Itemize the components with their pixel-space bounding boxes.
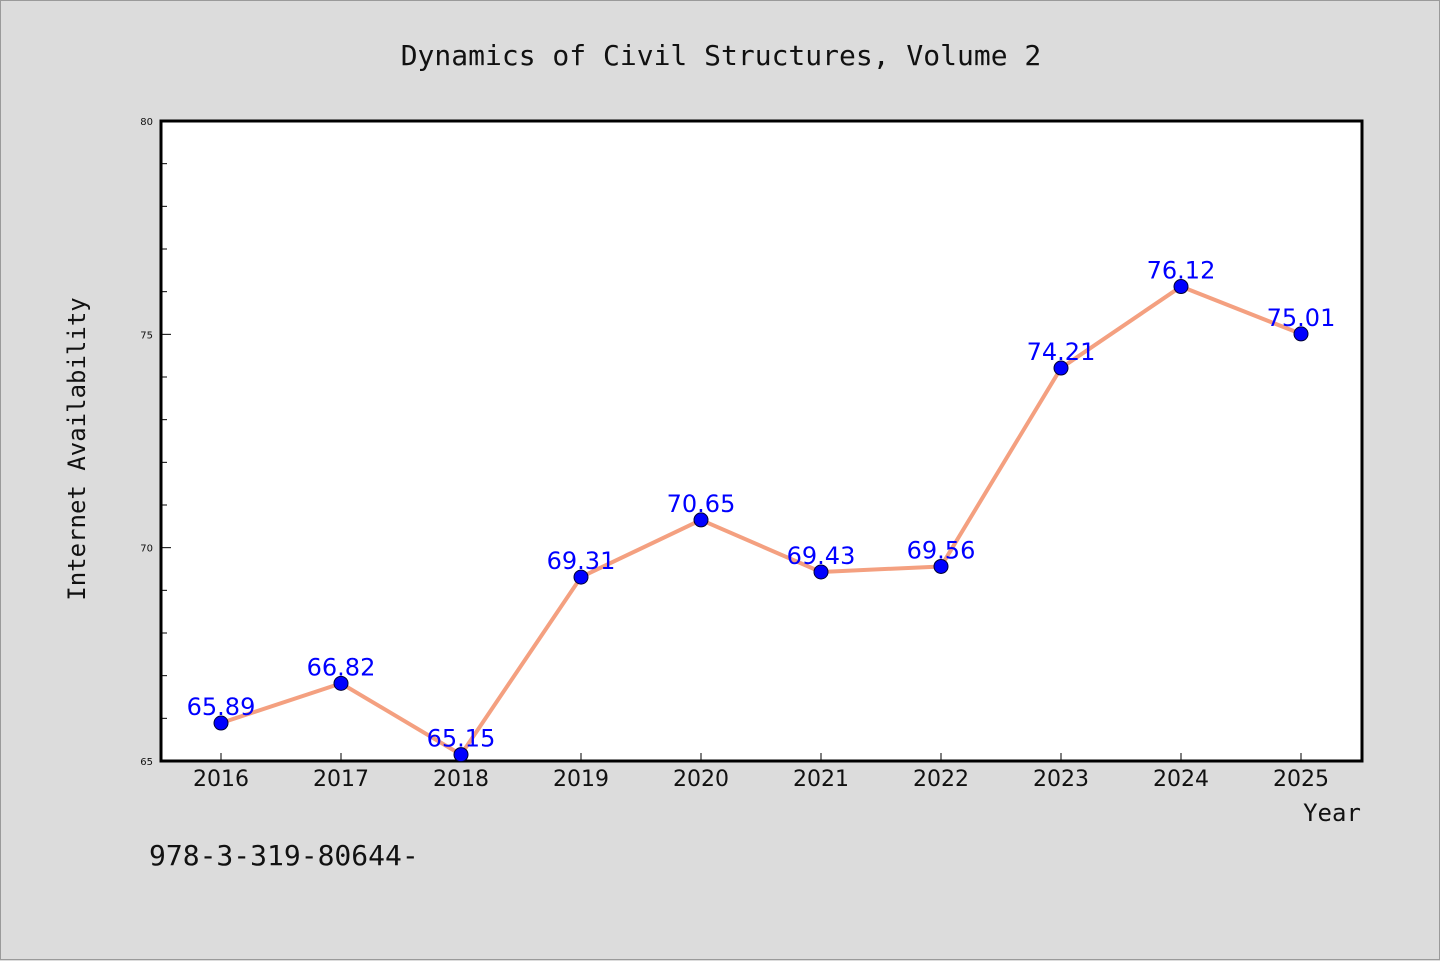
x-axis: 2016 2017 2018 2019 2020 2021 2022 2023 2024 2025 bbox=[193, 753, 1329, 792]
x-tick-label: 2024 bbox=[1153, 767, 1209, 792]
series-line-group bbox=[213, 279, 1309, 763]
data-label-2025: 75.01 bbox=[1267, 304, 1336, 332]
data-label-2021: 69.43 bbox=[787, 542, 856, 570]
y-tick-label: 70 bbox=[140, 544, 153, 555]
x-tick-label: 2017 bbox=[313, 767, 369, 792]
data-label-2022: 69.56 bbox=[907, 536, 976, 564]
data-point-2023 bbox=[1053, 360, 1069, 376]
data-label-2023: 74.21 bbox=[1027, 338, 1096, 366]
x-tick-label: 2023 bbox=[1033, 767, 1089, 792]
data-label-2019: 69.31 bbox=[547, 547, 616, 575]
x-tick-label: 2020 bbox=[673, 767, 729, 792]
y-tick-label: 65 bbox=[140, 757, 153, 768]
x-tick-label: 2025 bbox=[1273, 767, 1329, 792]
data-point-2018 bbox=[453, 747, 469, 763]
y-axis-title: Internet Availability bbox=[63, 297, 91, 600]
data-point-2022 bbox=[933, 558, 949, 574]
y-axis: 65 70 75 80 bbox=[140, 117, 171, 768]
plot-area bbox=[159, 119, 1364, 763]
x-tick-label: 2022 bbox=[913, 767, 969, 792]
data-point-2016 bbox=[213, 715, 229, 731]
data-labels-group: 65.89 66.82 65.15 69.31 70.65 69.43 69.56 74.21… bbox=[187, 257, 1336, 753]
y-tick-label: 75 bbox=[140, 330, 153, 341]
x-tick-label: 2021 bbox=[793, 767, 849, 792]
data-label-2017: 66.82 bbox=[307, 653, 376, 681]
data-label-2024: 76.12 bbox=[1147, 257, 1216, 285]
data-point-2020 bbox=[693, 512, 709, 528]
x-tick-label: 2016 bbox=[193, 767, 249, 792]
data-point-2017 bbox=[333, 675, 349, 691]
data-label-2018: 65.15 bbox=[427, 725, 496, 753]
x-axis-title: Year bbox=[1303, 799, 1361, 827]
chart-title: Dynamics of Civil Structures, Volume 2 bbox=[401, 39, 1042, 72]
data-label-2016: 65.89 bbox=[187, 693, 256, 721]
data-point-2019 bbox=[573, 569, 589, 585]
data-label-2020: 70.65 bbox=[667, 490, 736, 518]
y-tick-label: 80 bbox=[140, 117, 153, 128]
x-tick-label: 2018 bbox=[433, 767, 489, 792]
x-tick-label: 2019 bbox=[553, 767, 609, 792]
series-line bbox=[220, 284, 1302, 757]
isbn-footer: 978-3-319-80644- bbox=[149, 839, 419, 872]
data-point-2025 bbox=[1293, 326, 1309, 342]
data-point-2021 bbox=[813, 564, 829, 580]
data-point-2024 bbox=[1173, 279, 1189, 295]
